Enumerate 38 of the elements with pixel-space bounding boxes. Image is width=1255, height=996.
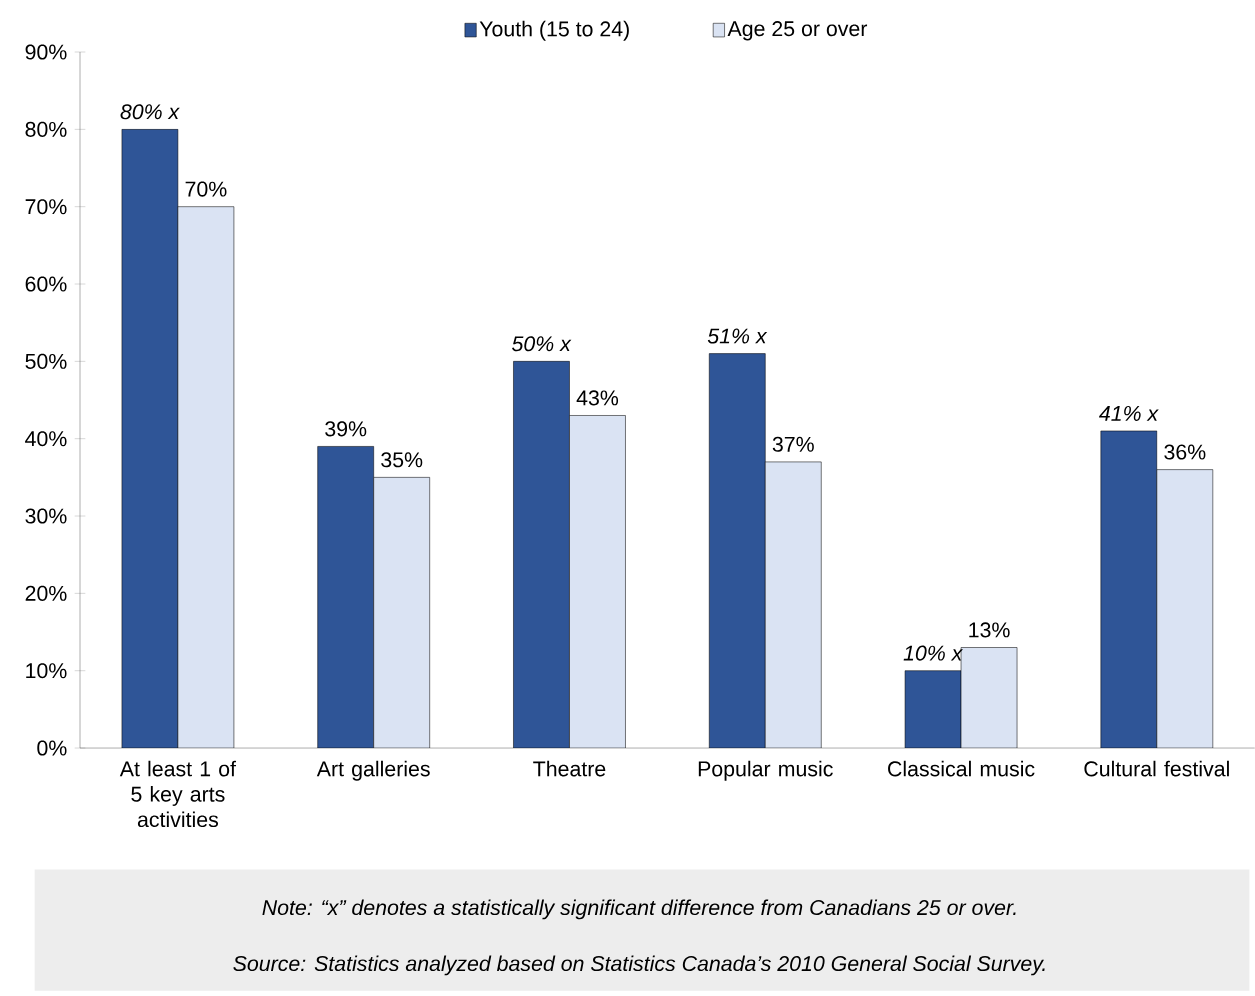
- data-label: 80% x: [120, 104, 180, 120]
- legend-label: Age 25 or over: [727, 21, 868, 41]
- y-tick-label: 80%: [25, 121, 67, 137]
- x-tick-label: Popular music: [698, 760, 833, 781]
- x-tick-label: Art galleries: [316, 760, 430, 781]
- y-tick-label: 60%: [25, 276, 67, 292]
- data-label: 37%: [772, 436, 814, 452]
- data-label: 41% x: [1099, 405, 1159, 421]
- bar: [513, 361, 570, 749]
- x-tick-label: Classical music: [888, 760, 1035, 777]
- y-tick-label: 10%: [26, 663, 67, 679]
- data-label: 39%: [325, 421, 367, 437]
- data-label: 43%: [576, 390, 619, 406]
- legend-label: Youth (15 to 24): [479, 20, 629, 41]
- bar: [1100, 430, 1158, 749]
- y-tick-label: 0%: [37, 740, 67, 756]
- bar: [708, 353, 766, 749]
- x-tick-label: Cultural festival: [1084, 760, 1229, 777]
- x-tick-label: At least 1 of 5 key arts activities: [119, 760, 237, 828]
- data-label: 36%: [1164, 444, 1206, 460]
- text: Note: “x” denotes a statistically significant difference from Canadians 25 or over.: [262, 899, 1016, 920]
- data-label: 35%: [381, 452, 423, 468]
- bar: [904, 670, 962, 749]
- data-label: 51% x: [707, 328, 768, 344]
- bar: [121, 129, 179, 749]
- y-tick-label: 40%: [25, 431, 67, 447]
- data-label: 70%: [185, 181, 227, 197]
- y-tick-label: 90%: [25, 44, 67, 60]
- source-note: Source: Statistics analyzed based on Statistics Canada’s 2010 General Social Survey.: [233, 955, 1045, 976]
- y-tick-label: 30%: [25, 508, 67, 524]
- data-label: 50% x: [512, 336, 572, 352]
- data-label: 13%: [969, 622, 1010, 638]
- bar: [317, 446, 374, 749]
- y-tick-label: 20%: [25, 585, 67, 601]
- x-tick-label: Theatre: [533, 760, 606, 777]
- y-tick-label: 50%: [25, 353, 67, 369]
- data-label: 10% x: [903, 645, 963, 661]
- y-tick-label: 70%: [25, 199, 67, 215]
